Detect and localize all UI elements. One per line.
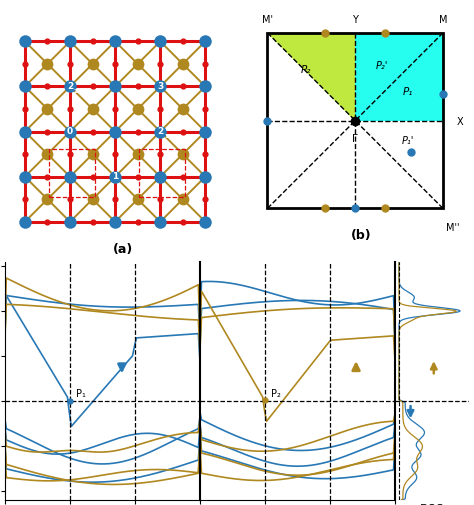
- X-axis label: DOS: DOS: [420, 502, 444, 505]
- Text: Γ: Γ: [352, 134, 358, 143]
- Text: 3: 3: [157, 82, 164, 90]
- Text: P₂': P₂': [375, 61, 388, 71]
- Bar: [49, 150, 95, 197]
- Polygon shape: [267, 34, 355, 121]
- Text: X: X: [457, 116, 464, 126]
- Text: P₁: P₁: [76, 388, 85, 398]
- Text: P₁: P₁: [403, 87, 413, 97]
- Text: (a): (a): [113, 242, 134, 256]
- Text: 0: 0: [67, 127, 73, 136]
- Text: 2: 2: [74, 89, 78, 94]
- Text: 1: 1: [112, 172, 118, 181]
- Text: M: M: [439, 15, 447, 25]
- Text: P₁': P₁': [401, 136, 414, 146]
- Text: Y: Y: [352, 15, 358, 25]
- Bar: [139, 150, 185, 197]
- Text: M'': M'': [447, 223, 460, 233]
- Text: 2: 2: [157, 127, 164, 136]
- Polygon shape: [355, 34, 443, 121]
- Text: 2: 2: [67, 82, 73, 90]
- Text: 1: 1: [164, 134, 168, 139]
- Text: P₂: P₂: [271, 388, 281, 398]
- Text: (b): (b): [351, 229, 372, 242]
- Text: M': M': [262, 15, 273, 25]
- Text: P₂: P₂: [301, 64, 311, 74]
